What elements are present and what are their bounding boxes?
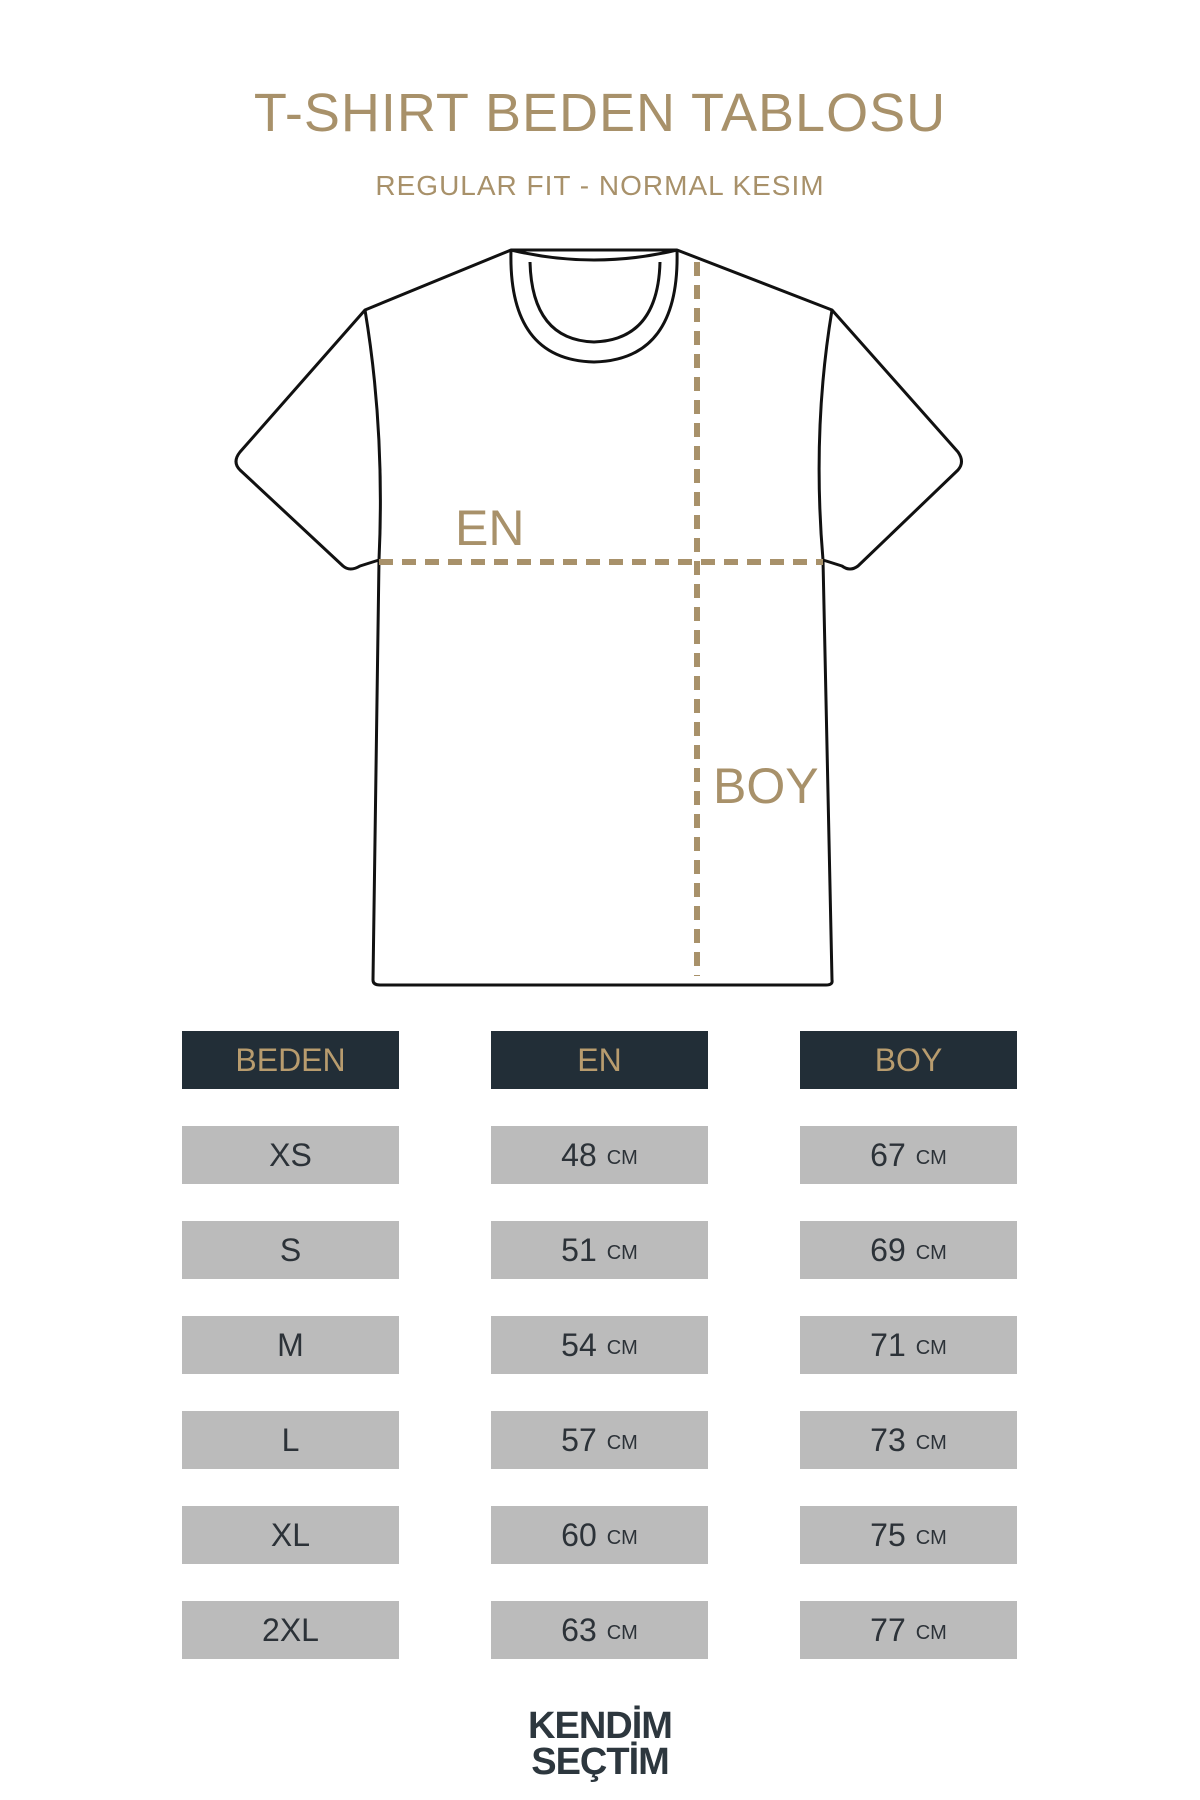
- brand-logo: KENDİM SEÇTİM: [0, 1705, 1200, 1783]
- header-width: EN: [491, 1031, 708, 1089]
- page-subtitle: REGULAR FIT - NORMAL KESIM: [375, 170, 825, 201]
- width-cell: 54 CM: [491, 1316, 708, 1374]
- logo-line2: SEÇTİM: [531, 1741, 670, 1783]
- unit-label: CM: [606, 1621, 638, 1644]
- length-cell: 73 CM: [800, 1411, 1017, 1469]
- unit-label: CM: [915, 1336, 947, 1359]
- width-cell-value: 51: [561, 1231, 597, 1268]
- width-cell: 60 CM: [491, 1506, 708, 1564]
- unit-label: CM: [915, 1146, 947, 1169]
- size-cell: XS: [182, 1126, 399, 1184]
- size-cell-value: L: [281, 1421, 300, 1458]
- length-cell-value: 71: [870, 1326, 906, 1363]
- length-cell-value: 75: [870, 1516, 906, 1553]
- unit-label: CM: [606, 1241, 638, 1264]
- size-cell-value: XS: [269, 1136, 312, 1173]
- size-cell-value: S: [279, 1231, 302, 1268]
- length-cell-value: 69: [870, 1231, 906, 1268]
- header-size: BEDEN: [182, 1031, 399, 1089]
- width-cell-value: 63: [561, 1611, 597, 1648]
- length-cell: 75 CM: [800, 1506, 1017, 1564]
- unit-label: CM: [915, 1241, 947, 1264]
- length-label: BOY: [713, 758, 819, 814]
- length-cell-value: 73: [870, 1421, 906, 1458]
- neckline-outer: [509, 249, 679, 364]
- size-cell: M: [182, 1316, 399, 1374]
- unit-label: CM: [915, 1621, 947, 1644]
- header-length: BOY: [800, 1031, 1017, 1089]
- unit-label: CM: [915, 1526, 947, 1549]
- size-cell: XL: [182, 1506, 399, 1564]
- length-cell: 77 CM: [800, 1601, 1017, 1659]
- tshirt-diagram: EN BOY: [234, 248, 963, 987]
- neckline-inner: [528, 261, 662, 344]
- width-cell-value: 57: [561, 1421, 597, 1458]
- unit-label: CM: [606, 1431, 638, 1454]
- unit-label: CM: [915, 1431, 947, 1454]
- sleeve-seam-left: [363, 309, 382, 561]
- width-cell-value: 60: [561, 1516, 597, 1553]
- width-cell: 48 CM: [491, 1126, 708, 1184]
- page-title: T-SHIRT BEDEN TABLOSU: [253, 83, 947, 143]
- width-label: EN: [455, 500, 524, 556]
- width-cell: 51 CM: [491, 1221, 708, 1279]
- length-cell-value: 77: [870, 1611, 906, 1648]
- unit-label: CM: [606, 1526, 638, 1549]
- size-cell: S: [182, 1221, 399, 1279]
- length-cell: 71 CM: [800, 1316, 1017, 1374]
- unit-label: CM: [606, 1146, 638, 1169]
- width-cell: 63 CM: [491, 1601, 708, 1659]
- length-cell-value: 67: [870, 1136, 906, 1173]
- width-cell-value: 48: [561, 1136, 597, 1173]
- sleeve-seam-right: [817, 309, 834, 561]
- unit-label: CM: [606, 1336, 638, 1359]
- width-cell-value: 54: [561, 1326, 597, 1363]
- width-cell: 57 CM: [491, 1411, 708, 1469]
- size-cell-value: M: [277, 1326, 304, 1363]
- tshirt-outline: [234, 248, 963, 987]
- size-cell-value: XL: [270, 1516, 311, 1553]
- logo-line1: KENDİM: [528, 1705, 673, 1747]
- length-cell: 69 CM: [800, 1221, 1017, 1279]
- size-cell: L: [182, 1411, 399, 1469]
- size-cell-value: 2XL: [262, 1611, 319, 1648]
- collar-top: [510, 248, 678, 262]
- size-cell: 2XL: [182, 1601, 399, 1659]
- length-cell: 67 CM: [800, 1126, 1017, 1184]
